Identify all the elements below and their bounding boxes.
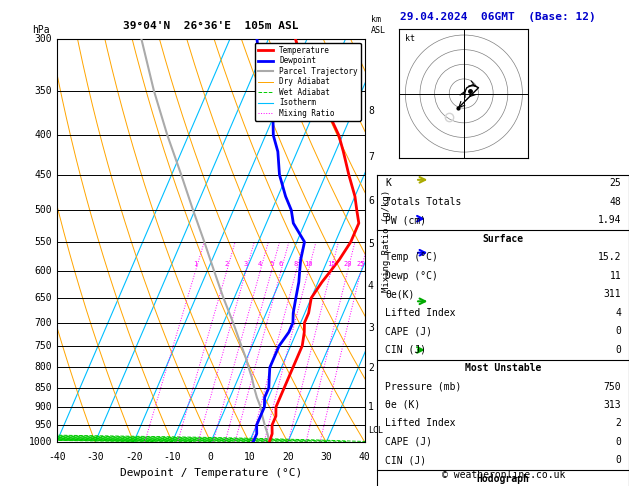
Text: 0: 0 [616, 455, 621, 466]
Text: 20: 20 [343, 261, 352, 267]
Text: 25: 25 [610, 178, 621, 189]
Text: 4: 4 [616, 308, 621, 318]
Text: 311: 311 [604, 289, 621, 299]
Text: 4: 4 [368, 281, 374, 292]
Text: 39°04'N  26°36'E  105m ASL: 39°04'N 26°36'E 105m ASL [123, 21, 299, 31]
Text: Most Unstable: Most Unstable [465, 363, 542, 373]
Text: 7: 7 [368, 152, 374, 162]
Text: 0: 0 [616, 326, 621, 336]
Text: Surface: Surface [482, 234, 524, 244]
Text: 950: 950 [35, 420, 52, 430]
Text: 0: 0 [616, 437, 621, 447]
Text: CAPE (J): CAPE (J) [385, 437, 432, 447]
Text: Dewpoint / Temperature (°C): Dewpoint / Temperature (°C) [120, 469, 302, 479]
Text: 3: 3 [368, 323, 374, 332]
Text: Lifted Index: Lifted Index [385, 418, 455, 429]
Text: CAPE (J): CAPE (J) [385, 326, 432, 336]
Text: 300: 300 [35, 34, 52, 44]
Text: kt: kt [405, 34, 415, 43]
Text: 15.2: 15.2 [598, 252, 621, 262]
Text: 450: 450 [35, 170, 52, 180]
Text: 500: 500 [35, 205, 52, 215]
Text: CIN (J): CIN (J) [385, 345, 426, 355]
Text: 1000: 1000 [28, 437, 52, 447]
Text: 850: 850 [35, 383, 52, 393]
Text: -10: -10 [164, 452, 181, 462]
Text: 1: 1 [193, 261, 198, 267]
Text: 1.94: 1.94 [598, 215, 621, 226]
Text: 6: 6 [279, 261, 283, 267]
Text: 3: 3 [244, 261, 248, 267]
Text: 400: 400 [35, 130, 52, 140]
Text: 2: 2 [368, 364, 374, 373]
Text: hPa: hPa [32, 25, 50, 35]
Text: Pressure (mb): Pressure (mb) [385, 382, 461, 392]
Text: 11: 11 [610, 271, 621, 281]
Text: © weatheronline.co.uk: © weatheronline.co.uk [442, 470, 565, 480]
Text: 5: 5 [368, 240, 374, 249]
Text: 350: 350 [35, 86, 52, 96]
Text: K: K [385, 178, 391, 189]
Text: 8: 8 [294, 261, 298, 267]
Text: 750: 750 [35, 341, 52, 351]
Text: 750: 750 [604, 382, 621, 392]
Text: Mixing Ratio (g/kg): Mixing Ratio (g/kg) [382, 190, 391, 292]
Text: 30: 30 [320, 452, 332, 462]
Text: 25: 25 [357, 261, 365, 267]
Text: 4: 4 [258, 261, 262, 267]
Text: 8: 8 [368, 106, 374, 116]
Text: Temp (°C): Temp (°C) [385, 252, 438, 262]
Text: 0: 0 [616, 345, 621, 355]
Text: 10: 10 [243, 452, 255, 462]
Text: PW (cm): PW (cm) [385, 215, 426, 226]
Text: θe(K): θe(K) [385, 289, 415, 299]
Text: 550: 550 [35, 237, 52, 247]
Text: 313: 313 [604, 400, 621, 410]
Text: 700: 700 [35, 318, 52, 328]
Text: -40: -40 [48, 452, 65, 462]
Text: 40: 40 [359, 452, 370, 462]
Text: 15: 15 [326, 261, 335, 267]
Text: km
ASL: km ASL [371, 16, 386, 35]
Text: 600: 600 [35, 266, 52, 276]
Text: 800: 800 [35, 363, 52, 372]
Text: Totals Totals: Totals Totals [385, 197, 461, 207]
Text: 650: 650 [35, 293, 52, 303]
Text: 48: 48 [610, 197, 621, 207]
Text: 5: 5 [269, 261, 274, 267]
Text: 1: 1 [368, 402, 374, 412]
Text: 6: 6 [368, 196, 374, 206]
Text: 2: 2 [225, 261, 229, 267]
Text: Hodograph: Hodograph [477, 474, 530, 484]
Text: Lifted Index: Lifted Index [385, 308, 455, 318]
Text: θe (K): θe (K) [385, 400, 420, 410]
Text: 0: 0 [208, 452, 214, 462]
Text: CIN (J): CIN (J) [385, 455, 426, 466]
Text: -30: -30 [86, 452, 104, 462]
Text: 900: 900 [35, 402, 52, 412]
Text: 10: 10 [304, 261, 313, 267]
Text: LCL: LCL [368, 426, 383, 435]
Legend: Temperature, Dewpoint, Parcel Trajectory, Dry Adiabat, Wet Adiabat, Isotherm, Mi: Temperature, Dewpoint, Parcel Trajectory… [255, 43, 361, 121]
Text: 20: 20 [282, 452, 294, 462]
Text: 2: 2 [616, 418, 621, 429]
Text: Dewp (°C): Dewp (°C) [385, 271, 438, 281]
Text: 29.04.2024  06GMT  (Base: 12): 29.04.2024 06GMT (Base: 12) [400, 12, 596, 22]
Text: -20: -20 [125, 452, 143, 462]
